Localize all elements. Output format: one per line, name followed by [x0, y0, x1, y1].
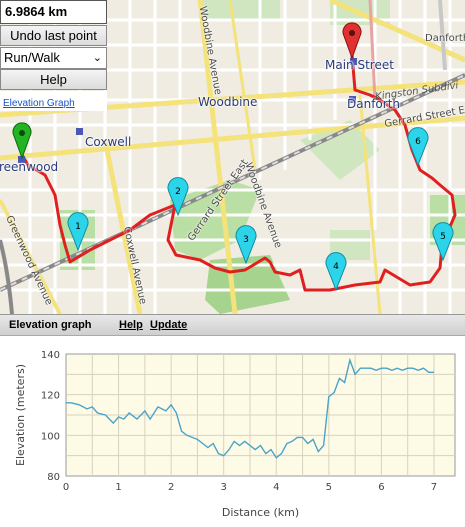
elevation-chart: 0 1 2 3 4 5 6 7 80 100 120 140 Elevation (meters) D…: [0, 336, 465, 527]
y-tick-label: 100: [41, 431, 60, 442]
x-tick-label: 0: [63, 482, 69, 493]
marker-6-icon[interactable]: 6: [407, 127, 429, 167]
end-marker-icon[interactable]: [342, 22, 362, 60]
x-axis-title: Distance (km): [222, 506, 299, 519]
marker-3-icon[interactable]: 3: [235, 225, 257, 265]
station-icon: [18, 156, 25, 163]
elevation-series-line: [66, 357, 434, 459]
start-marker-icon[interactable]: [12, 122, 32, 160]
route-line[interactable]: [20, 54, 457, 292]
x-tick-label: 7: [431, 482, 437, 493]
x-tick-label: 4: [273, 482, 279, 493]
street-label-danforth: Danforth: [425, 33, 465, 44]
park-area: [200, 0, 280, 20]
elevation-chart-svg: 0 1 2 3 4 5 6 7 80 100 120 140 Elevation (meters) D…: [14, 350, 456, 519]
station-icon: [349, 96, 356, 103]
railway-branch: [0, 239, 14, 314]
marker-4-icon[interactable]: 4: [325, 252, 347, 292]
chart-grid: [66, 354, 455, 476]
marker-4-label: 4: [333, 262, 339, 272]
x-tick-label: 3: [221, 482, 227, 493]
place-label-danforth: Danforth: [347, 97, 401, 111]
place-label-main-street: Main Street: [325, 58, 394, 72]
elevation-graph-link[interactable]: Elevation Graph: [3, 98, 75, 109]
activity-mode-select[interactable]: Run/Walk ⌄: [0, 47, 107, 69]
elevation-panel-title: Elevation graph: [9, 319, 92, 331]
marker-2-icon[interactable]: 2: [167, 177, 189, 217]
railway-dashes: [0, 74, 465, 291]
place-label-woodbine: Woodbine: [198, 95, 258, 109]
y-tick-label: 120: [41, 391, 60, 402]
chevron-down-icon: ⌄: [92, 52, 102, 64]
marker-6-label: 6: [415, 137, 421, 147]
elevation-help-link[interactable]: Help: [119, 319, 143, 331]
marker-1-icon[interactable]: 1: [67, 212, 89, 252]
station-icon: [350, 58, 357, 65]
x-tick-label: 6: [378, 482, 384, 493]
marker-3-label: 3: [243, 235, 249, 245]
elevation-update-link[interactable]: Update: [150, 319, 188, 331]
marker-5-icon[interactable]: 5: [432, 222, 454, 262]
elevation-link-container: Elevation Graph: [0, 91, 107, 111]
x-tick-label: 2: [168, 482, 174, 493]
map-canvas[interactable]: 1 2 3 4 5 6: [0, 0, 465, 314]
activity-mode-value: Run/Walk: [4, 50, 60, 65]
place-label-coxwell: Coxwell: [85, 135, 132, 149]
park-area: [300, 120, 380, 180]
marker-5-label: 5: [440, 232, 446, 242]
y-axis-title: Elevation (meters): [14, 364, 27, 466]
y-tick-label: 140: [41, 350, 60, 361]
help-button[interactable]: Help: [0, 69, 107, 90]
marker-2-label: 2: [175, 187, 181, 197]
distance-readout: 6.9864 km: [0, 0, 107, 24]
elevation-panel-header: Elevation graph Help Update: [0, 314, 465, 336]
chart-ticks: 0 1 2 3 4 5 6 7 80 100 120 140: [41, 350, 437, 493]
undo-last-point-button[interactable]: Undo last point: [0, 25, 107, 46]
x-tick-label: 5: [326, 482, 332, 493]
marker-1-label: 1: [75, 222, 81, 232]
station-icon: [76, 128, 83, 135]
y-tick-label: 80: [47, 472, 60, 483]
place-label-greenwood: reenwood: [0, 160, 59, 174]
route-map[interactable]: 1 2 3 4 5 6 Coxwell reenwood Woodbine Ma…: [0, 0, 465, 314]
x-tick-label: 1: [115, 482, 121, 493]
